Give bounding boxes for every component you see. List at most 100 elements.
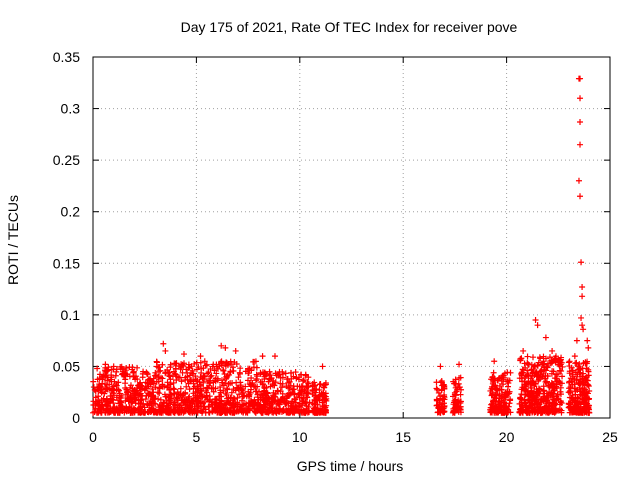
data-point bbox=[223, 374, 230, 381]
data-point bbox=[279, 380, 286, 387]
data-point bbox=[502, 389, 509, 396]
data-point bbox=[138, 409, 145, 416]
data-point bbox=[579, 284, 586, 291]
data-point bbox=[585, 406, 592, 413]
data-point bbox=[164, 404, 171, 411]
data-point bbox=[527, 382, 534, 389]
data-point bbox=[200, 379, 207, 386]
data-point bbox=[129, 399, 136, 406]
data-point bbox=[528, 398, 535, 405]
data-point bbox=[457, 406, 464, 413]
data-point bbox=[570, 397, 577, 404]
data-point bbox=[278, 397, 285, 404]
data-point bbox=[433, 396, 440, 403]
data-point bbox=[584, 337, 591, 344]
data-point bbox=[185, 364, 192, 371]
data-point bbox=[248, 375, 255, 382]
data-point bbox=[504, 409, 511, 416]
data-point bbox=[542, 372, 549, 379]
data-point bbox=[244, 377, 251, 384]
data-point bbox=[261, 370, 268, 377]
data-point bbox=[499, 408, 506, 415]
data-point bbox=[254, 383, 261, 390]
data-point bbox=[116, 409, 123, 416]
data-point bbox=[201, 358, 208, 365]
data-point bbox=[247, 381, 254, 388]
data-point bbox=[253, 375, 260, 382]
data-point bbox=[207, 377, 214, 384]
data-point bbox=[200, 373, 207, 380]
data-point bbox=[100, 405, 107, 412]
data-point bbox=[540, 388, 547, 395]
data-point bbox=[490, 369, 497, 376]
data-point bbox=[261, 390, 268, 397]
x-tick-labels: 0 5 10 15 20 25 bbox=[89, 429, 618, 445]
data-points bbox=[90, 75, 593, 416]
data-point bbox=[130, 406, 137, 413]
data-point bbox=[312, 400, 319, 407]
data-point bbox=[548, 357, 555, 364]
data-point bbox=[579, 398, 586, 405]
data-point bbox=[518, 402, 525, 409]
data-point bbox=[495, 401, 502, 408]
data-point bbox=[117, 398, 124, 405]
data-point bbox=[189, 397, 196, 404]
data-point bbox=[290, 408, 297, 415]
data-point bbox=[577, 378, 584, 385]
data-point bbox=[244, 409, 251, 416]
data-point bbox=[496, 382, 503, 389]
data-point bbox=[127, 382, 134, 389]
data-point bbox=[265, 394, 272, 401]
data-point bbox=[316, 381, 323, 388]
data-point bbox=[208, 372, 215, 379]
data-point bbox=[192, 388, 199, 395]
data-point bbox=[298, 388, 305, 395]
data-point bbox=[524, 409, 531, 416]
data-point bbox=[531, 409, 538, 416]
data-point bbox=[190, 380, 197, 387]
data-point bbox=[574, 386, 581, 393]
data-point bbox=[237, 379, 244, 386]
data-point bbox=[304, 379, 311, 386]
data-point bbox=[100, 372, 107, 379]
data-point bbox=[321, 396, 328, 403]
data-point bbox=[456, 375, 463, 382]
data-point bbox=[288, 370, 295, 377]
data-point bbox=[299, 378, 306, 385]
data-point bbox=[266, 404, 273, 411]
data-point bbox=[199, 408, 206, 415]
data-point bbox=[500, 381, 507, 388]
data-point bbox=[234, 403, 241, 410]
data-point bbox=[299, 384, 306, 391]
data-point bbox=[105, 405, 112, 412]
data-point bbox=[535, 407, 542, 414]
data-point bbox=[212, 395, 219, 402]
y-tick-label: 0.35 bbox=[53, 49, 80, 65]
data-point bbox=[581, 386, 588, 393]
data-point bbox=[259, 353, 266, 360]
data-point bbox=[197, 400, 204, 407]
data-point bbox=[584, 394, 591, 401]
data-point bbox=[318, 406, 325, 413]
data-point bbox=[500, 396, 507, 403]
data-point bbox=[183, 396, 190, 403]
data-point bbox=[217, 359, 224, 366]
data-point bbox=[194, 377, 201, 384]
data-point bbox=[542, 334, 549, 341]
data-point bbox=[101, 390, 108, 397]
data-point bbox=[284, 376, 291, 383]
data-point bbox=[233, 384, 240, 391]
data-point bbox=[105, 364, 112, 371]
data-point bbox=[252, 377, 259, 384]
y-tick-label: 0.15 bbox=[53, 255, 80, 271]
data-point bbox=[132, 396, 139, 403]
data-point bbox=[216, 400, 223, 407]
data-point bbox=[584, 390, 591, 397]
data-point bbox=[538, 361, 545, 368]
data-point bbox=[238, 406, 245, 413]
data-point bbox=[316, 392, 323, 399]
data-point bbox=[155, 368, 162, 375]
data-point bbox=[257, 396, 264, 403]
data-point bbox=[97, 383, 104, 390]
data-point bbox=[553, 378, 560, 385]
